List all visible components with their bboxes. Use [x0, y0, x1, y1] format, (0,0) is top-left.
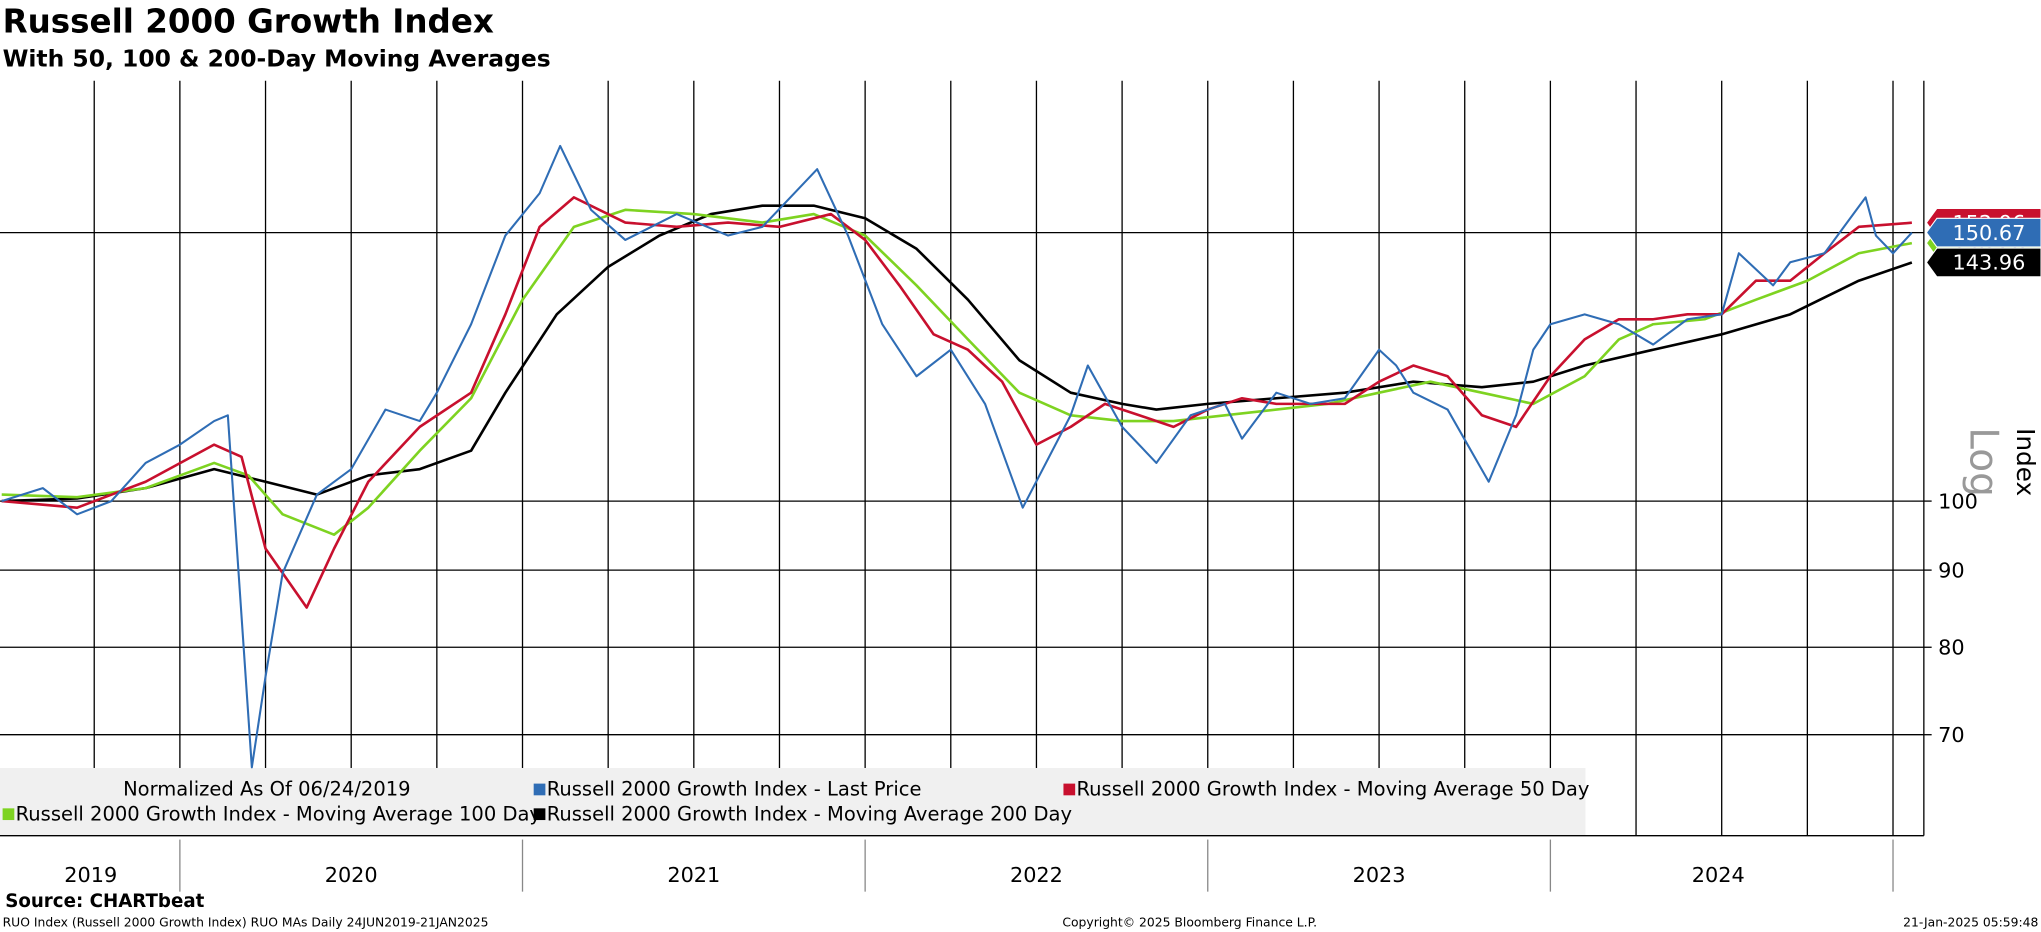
end-value-box: [1925, 217, 2041, 248]
x-tick-label: 2023: [1353, 863, 1406, 887]
y-tick-label: 90: [1938, 558, 1964, 582]
x-tick-label: 2019: [64, 863, 117, 887]
log-label: Log: [1961, 427, 2006, 497]
legend-box: [0, 767, 1586, 836]
footer-left: RUO Index (Russell 2000 Growth Index) RU…: [3, 915, 489, 929]
plot-lines: [1, 144, 1913, 769]
chart-subtitle: With 50, 100 & 200-Day Moving Averages: [3, 44, 551, 72]
source: Source: CHARTbeat: [5, 891, 204, 912]
legend-label: Russell 2000 Growth Index - Moving Avera…: [1076, 778, 1589, 801]
legend-swatch: [1063, 783, 1076, 796]
legend-label: Russell 2000 Growth Index - Moving Avera…: [16, 802, 541, 825]
end-value-label: 143.96: [1953, 251, 2026, 275]
x-tick-label: 2020: [325, 863, 378, 887]
series-line: [1, 196, 1912, 609]
x-tick-label: 2021: [667, 863, 720, 887]
series-line: [1, 208, 1913, 536]
x-tick-label: 2022: [1010, 863, 1063, 887]
footer-center: Copyright© 2025 Bloomberg Finance L.P.: [1062, 915, 1317, 929]
legend-note: Normalized As Of 06/24/2019: [123, 778, 411, 801]
legend-label: Russell 2000 Growth Index - Last Price: [547, 778, 922, 801]
end-value-label: 150.67: [1953, 221, 2026, 245]
chart-title: Russell 2000 Growth Index: [3, 2, 494, 40]
series-line: [1, 144, 1913, 769]
legend-swatch: [533, 783, 546, 796]
grid: [0, 80, 1924, 836]
legend-swatch: [533, 808, 546, 821]
y-axis-label: Index: [2011, 428, 2040, 496]
y-tick-label: 70: [1938, 723, 1964, 747]
series-line: [1, 204, 1913, 503]
end-value-box: [1925, 247, 2041, 278]
y-tick-label: 80: [1938, 636, 1964, 660]
x-tick-label: 2024: [1692, 863, 1745, 887]
footer-right: 21-Jan-2025 05:59:48: [1903, 915, 2038, 929]
legend-label: Russell 2000 Growth Index - Moving Avera…: [547, 802, 1072, 825]
legend-swatch: [2, 808, 15, 821]
y-tick-label: 100: [1938, 489, 1978, 513]
